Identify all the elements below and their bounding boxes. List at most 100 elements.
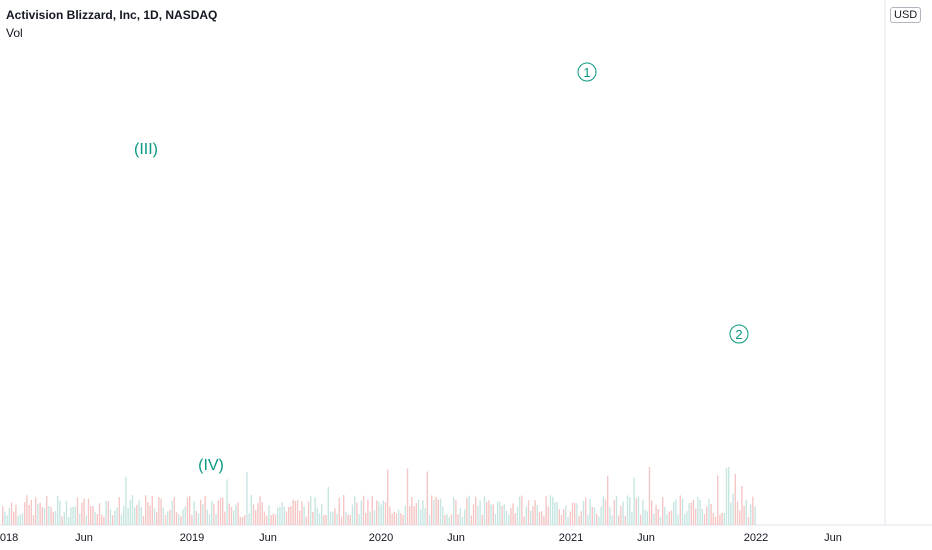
volume-bar xyxy=(444,514,446,525)
volume-bar xyxy=(681,498,684,525)
volume-bar xyxy=(338,497,340,525)
volume-bar xyxy=(519,496,521,525)
volume-bar xyxy=(41,507,43,525)
volume-bar xyxy=(466,497,468,525)
volume-bar xyxy=(235,504,237,525)
volume-bar xyxy=(123,506,125,525)
volume-bar xyxy=(633,477,635,525)
volume-bar xyxy=(37,503,39,525)
volume-bar xyxy=(461,516,464,525)
volume-bar xyxy=(321,504,323,525)
volume-bar xyxy=(109,509,112,525)
volume-bar xyxy=(631,511,633,525)
volume-bar xyxy=(479,500,481,525)
volume-bar xyxy=(679,495,681,525)
volume-bar xyxy=(266,515,268,525)
volume-bar xyxy=(591,506,593,525)
volume-bar xyxy=(35,497,37,525)
volume-bar xyxy=(433,499,435,525)
volume-bar xyxy=(202,504,204,525)
volume-bar xyxy=(457,514,459,525)
volume-bar xyxy=(48,506,50,525)
volume-bar xyxy=(431,495,433,525)
volume-bar xyxy=(160,498,162,525)
volume-bar xyxy=(90,506,92,525)
volume-bar xyxy=(549,495,552,525)
time-tick-label: 2019 xyxy=(180,532,204,544)
volume-bar xyxy=(215,513,217,525)
volume-bar xyxy=(325,515,327,525)
volume-bar xyxy=(512,503,514,525)
volume-bar xyxy=(651,500,653,525)
volume-bar xyxy=(312,512,314,525)
volume-bar xyxy=(556,502,558,525)
currency-button[interactable]: USD xyxy=(890,7,922,23)
volume-bar xyxy=(677,514,679,525)
volume-bar xyxy=(68,516,70,525)
volume-bar xyxy=(615,495,618,525)
volume-bar xyxy=(510,508,512,525)
volume-bar xyxy=(596,513,598,525)
volume-bar xyxy=(85,515,87,525)
volume-bar xyxy=(402,514,404,525)
volume-bar xyxy=(274,514,277,525)
volume-bar xyxy=(719,514,721,525)
volume-bar xyxy=(523,516,525,525)
volume-bar xyxy=(138,500,140,525)
volume-bar xyxy=(296,500,299,525)
volume-bar xyxy=(76,497,79,525)
volume-bar xyxy=(400,513,402,525)
volume-bar xyxy=(391,513,393,525)
volume-bar xyxy=(624,516,626,525)
volume-bar xyxy=(246,472,248,525)
volume-bar xyxy=(178,514,180,525)
volume-bar xyxy=(455,500,457,525)
volume-bar xyxy=(618,515,620,525)
volume-bar xyxy=(180,516,182,525)
volume-bar xyxy=(525,506,527,525)
volume-bar xyxy=(673,502,675,525)
volume-bar xyxy=(103,516,105,525)
volume-bar xyxy=(10,502,13,525)
volume-bar xyxy=(52,511,54,525)
volume-bar xyxy=(675,499,677,525)
volume-bar xyxy=(521,495,523,525)
volume-bar xyxy=(74,506,76,525)
volume-bar xyxy=(604,499,607,525)
time-tick-label: 2020 xyxy=(369,532,393,544)
volume-bar xyxy=(721,512,723,525)
volume-bar xyxy=(380,504,382,525)
volume-bar xyxy=(486,502,488,525)
wave-label: 1 xyxy=(583,65,590,80)
volume-bar xyxy=(483,496,486,525)
volume-bar xyxy=(4,511,6,525)
time-tick-label: 2021 xyxy=(559,532,583,544)
volume-bar xyxy=(563,509,565,525)
volume-bar xyxy=(8,508,10,525)
volume-bar xyxy=(501,505,503,525)
volume-bar xyxy=(301,501,303,525)
volume-bar xyxy=(327,486,329,525)
volume-bar xyxy=(153,508,156,525)
volume-bar xyxy=(644,509,646,525)
time-tick-label: Jun xyxy=(447,532,465,544)
volume-bar xyxy=(371,496,373,525)
symbol-title: Activision Blizzard, Inc, 1D, NASDAQ xyxy=(6,8,218,22)
volume-bar xyxy=(285,511,288,525)
volume-bar xyxy=(695,508,697,525)
volume-bar xyxy=(598,516,600,525)
wave-circle xyxy=(729,324,749,344)
volume-bar xyxy=(277,507,279,525)
volume-bar xyxy=(340,516,343,525)
volume-bar xyxy=(739,510,741,525)
volume-bar xyxy=(481,514,483,525)
volume-bar xyxy=(497,501,499,525)
time-tick-label: 2022 xyxy=(744,532,768,544)
volume-bar xyxy=(314,497,316,525)
volume-bar xyxy=(657,509,659,525)
volume-bar xyxy=(413,506,415,525)
volume-bar xyxy=(613,500,615,525)
volume-bar xyxy=(270,515,272,525)
